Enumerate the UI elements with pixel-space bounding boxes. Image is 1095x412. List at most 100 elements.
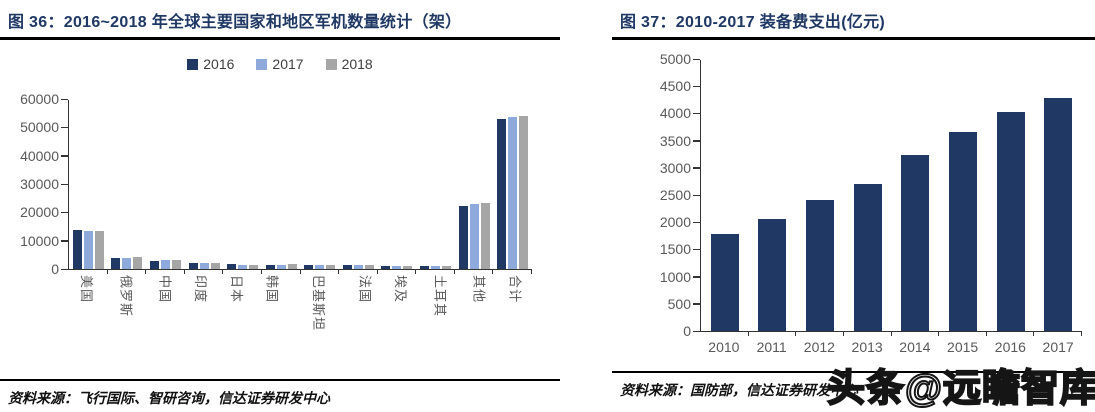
y-tick-mark: [693, 58, 700, 60]
y-tick-label: 2500: [659, 187, 691, 203]
legend-label-2017: 2017: [272, 56, 304, 72]
x-axis-label-2010: 2010: [708, 339, 740, 355]
bar-埃及-2017: [392, 266, 402, 269]
bar-group-印度: [185, 263, 224, 269]
x-tick-mark: [338, 270, 340, 274]
bar-2014-装备费: [901, 155, 930, 331]
x-tick-mark: [222, 270, 224, 274]
x-axis-label-2013: 2013: [851, 339, 883, 355]
x-label-cell: 2011: [748, 339, 796, 355]
bar-中国-2017: [160, 260, 170, 269]
x-label-cell: 中国: [147, 275, 183, 331]
bar-韩国-2017: [276, 265, 286, 269]
bar-2017-装备费: [1044, 98, 1073, 331]
legend-swatch-2018: [325, 58, 337, 70]
bar-group-2010: [701, 234, 749, 331]
bar-合计-2018: [519, 116, 529, 269]
x-label-cell: 2010: [700, 339, 748, 355]
x-axis-label-2017: 2017: [1042, 339, 1074, 355]
x-axis-label-2014: 2014: [899, 339, 931, 355]
y-tick-mark: [61, 211, 68, 214]
bar-group-2011: [749, 219, 797, 331]
y-tick-mark: [61, 240, 68, 242]
x-label-cell: 俄罗斯: [104, 275, 147, 331]
y-tick-label: 0: [683, 323, 691, 339]
x-axis-label-巴基斯坦: 巴基斯坦: [310, 275, 326, 332]
bar-俄罗斯-2017: [122, 258, 132, 269]
x-axis-label-2016: 2016: [994, 339, 1026, 355]
y-tick-label: 40000: [20, 147, 59, 164]
bar-其他-2018: [480, 203, 490, 269]
x-label-cell: 巴基斯坦: [289, 275, 346, 331]
x-tick-mark: [1033, 332, 1035, 336]
x-axis-label-2015: 2015: [947, 339, 979, 355]
bar-2016-装备费: [996, 112, 1025, 331]
bar-group-2016: [987, 112, 1035, 331]
figure36-legend: 2016 2017 2018: [0, 56, 560, 72]
bar-法国-2017: [353, 265, 363, 269]
y-tick-mark: [693, 248, 700, 251]
y-tick-label: 60000: [20, 91, 59, 107]
legend-item-2018: 2018: [325, 56, 373, 72]
y-tick-label: 1000: [659, 268, 691, 285]
x-axis-label-印度: 印度: [193, 275, 209, 304]
bar-group-法国: [339, 265, 378, 269]
x-label-cell: 韩国: [254, 275, 290, 331]
y-tick-mark: [61, 183, 68, 185]
bar-group-巴基斯坦: [300, 265, 339, 269]
bar-group-2013: [844, 184, 892, 331]
legend-swatch-2017: [256, 58, 268, 70]
bar-2012-装备费: [806, 200, 835, 331]
x-axis-label-土耳其: 土耳其: [432, 275, 448, 318]
x-label-cell: 2012: [796, 339, 844, 355]
x-tick-mark: [985, 332, 987, 336]
bar-group-韩国: [262, 264, 301, 269]
bar-2015-装备费: [948, 132, 977, 331]
source-text: 资料来源：飞行国际、智研咨询，信达证券研发中心: [8, 392, 330, 407]
bar-俄罗斯-2016: [111, 258, 121, 269]
bar-group-2017: [1034, 98, 1082, 331]
y-tick-label: 4500: [659, 78, 691, 95]
figure37-source: 资料来源：国防部，信达证券研发中心: [612, 371, 1095, 400]
x-axis-labels: 美国 俄罗斯 中国 印度 日本 韩国 巴基斯坦 法国 埃及 土耳其 其他 合计: [68, 275, 532, 331]
bar-group-美国: [69, 230, 108, 269]
bar-2013-装备费: [853, 184, 882, 331]
y-tick-label: 3000: [659, 159, 691, 176]
bar-group-土耳其: [416, 266, 455, 269]
x-axis-label-美国: 美国: [78, 275, 94, 304]
bar-印度-2017: [199, 263, 209, 269]
bar-合计-2016: [497, 119, 507, 269]
y-tick-mark: [693, 221, 700, 224]
x-axis-label-中国: 中国: [157, 275, 173, 304]
x-tick-mark: [145, 270, 147, 274]
bar-土耳其-2018: [441, 266, 451, 269]
figure37-chart: 0 500 1000 1500 2000 2500 3000 3500 4000 4500 5000…: [628, 51, 1088, 390]
bar-其他-2017: [469, 204, 479, 269]
bar-group-2015: [939, 132, 987, 331]
bar-日本-2017: [238, 265, 248, 269]
legend-swatch-2016: [187, 58, 199, 70]
y-tick-mark: [61, 98, 68, 100]
figure36-panel: 图 36：2016~2018 年全球主要国家和地区军机数量统计（架） 2016 2…: [0, 14, 560, 407]
bar-巴基斯坦-2017: [315, 265, 325, 269]
bar-韩国-2016: [265, 265, 275, 269]
legend-item-2016: 2016: [187, 56, 234, 72]
y-tick-mark: [693, 303, 700, 305]
bar-group-日本: [223, 264, 262, 269]
bar-group-2014: [892, 155, 940, 331]
x-tick-mark: [747, 332, 749, 336]
source-text: 资料来源：国防部，信达证券研发中心: [620, 384, 858, 399]
y-tick-label: 1500: [659, 241, 691, 258]
y-tick-label: 3500: [659, 132, 691, 149]
bar-group-2012: [796, 200, 844, 331]
y-tick-label: 5000: [659, 51, 691, 67]
x-axis-label-俄罗斯: 俄罗斯: [118, 275, 134, 318]
y-tick-label: 2000: [659, 214, 691, 231]
plot-area: 0 10000 20000 30000 40000 50000 60000: [20, 91, 532, 277]
x-axis-labels: 2010 2011 2012 2013 2014 2015 2016 2017: [700, 339, 1082, 355]
bar-合计-2017: [508, 117, 518, 269]
bar-group-合计: [493, 116, 532, 269]
bar-美国-2017: [83, 231, 93, 269]
bar-印度-2016: [188, 263, 198, 269]
y-tick-label: 50000: [20, 119, 59, 136]
